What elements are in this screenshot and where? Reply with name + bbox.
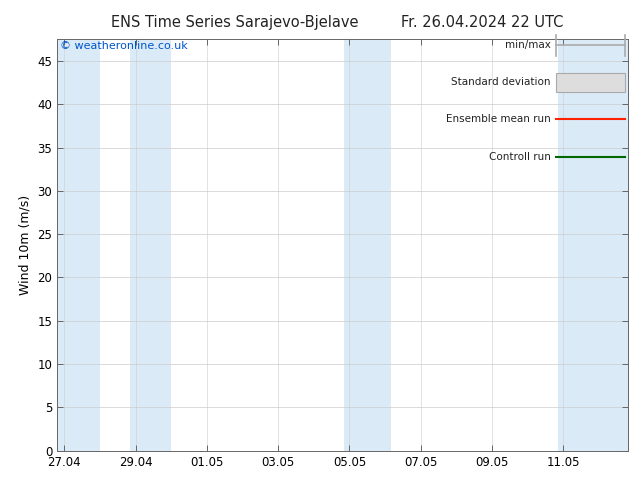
Text: Controll run: Controll run (489, 151, 550, 162)
Bar (558, 39, 628, 451)
Bar (344, 39, 391, 451)
Text: © weatheronline.co.uk: © weatheronline.co.uk (60, 41, 188, 51)
Text: min/max: min/max (505, 40, 550, 50)
Bar (57, 39, 100, 451)
Text: Fr. 26.04.2024 22 UTC: Fr. 26.04.2024 22 UTC (401, 15, 563, 30)
Text: Ensemble mean run: Ensemble mean run (446, 115, 550, 124)
Bar (557, 73, 625, 92)
Text: Standard deviation: Standard deviation (451, 77, 550, 87)
Bar (130, 39, 171, 451)
Text: ENS Time Series Sarajevo-Bjelave: ENS Time Series Sarajevo-Bjelave (111, 15, 358, 30)
Y-axis label: Wind 10m (m/s): Wind 10m (m/s) (19, 195, 32, 295)
